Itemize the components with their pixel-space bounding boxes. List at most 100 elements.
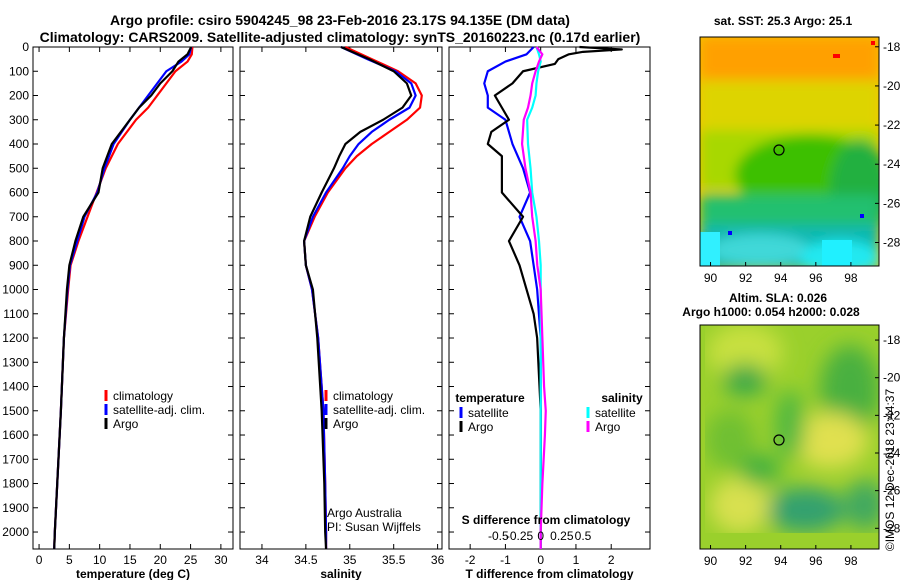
s-tick-label: 0.25: [550, 529, 574, 543]
y-tick-label: 1700: [2, 452, 29, 466]
map-x-tick-label: 98: [844, 271, 858, 285]
x-tick-label: -1: [500, 553, 511, 567]
y-tick-label: 1100: [3, 307, 29, 321]
x-tick-label: 25: [184, 553, 198, 567]
panel-difference: -2 -1 0 1 2T difference from climatology temp…: [448, 45, 651, 580]
y-tick-label: 1800: [2, 477, 29, 491]
map-x-tick-label: 96: [809, 554, 823, 568]
map-y-tick-label: -20: [883, 79, 900, 93]
y-tick-label: 200: [9, 89, 29, 103]
legend-label: satellite: [468, 406, 509, 420]
legend-label: Argo: [468, 420, 494, 434]
map-y-tick-label: -18: [883, 333, 900, 347]
map-y-tick-label: -28: [883, 521, 900, 535]
y-tick-label: 1000: [2, 283, 29, 297]
map-y-tick-label: -24: [883, 446, 900, 460]
y-tick-label: 300: [9, 113, 29, 127]
x-axis-label: temperature (deg C): [76, 567, 190, 580]
sst-map-title: sat. SST: 25.3 Argo: 25.1: [714, 14, 853, 28]
s-axis-label: S difference from climatology: [462, 513, 631, 527]
series-satellite: [53, 46, 193, 550]
map-y-tick-label: -26: [883, 484, 900, 498]
attribution-text: PI: Susan Wijffels: [327, 520, 421, 534]
x-axis-label: T difference from climatology: [465, 567, 633, 580]
s-tick-label: -0.25: [506, 529, 534, 543]
x-tick-label: 0: [537, 553, 544, 567]
legend-label: satellite-adj. clim.: [333, 403, 425, 417]
figure-title-line2: Climatology: CARS2009. Satellite-adjuste…: [39, 29, 641, 45]
x-tick-label: 0: [36, 553, 43, 567]
y-tick-label: 1200: [2, 331, 29, 345]
map-y-tick-label: -18: [883, 40, 900, 54]
y-tick-label: 1400: [2, 380, 29, 394]
y-tick-label: 1600: [2, 428, 29, 442]
series-satellite-t: [483, 46, 542, 549]
x-tick-label: 1: [573, 553, 580, 567]
map-y-tick-label: -24: [883, 157, 900, 171]
panel-salinity: 34 34.5 35 35.5 36 salinity climatologysatelli…: [239, 45, 445, 580]
legend-label: satellite-adj. clim.: [113, 403, 205, 417]
x-tick-label: 35.5: [382, 553, 406, 567]
sla-map-title1: Altim. SLA: 0.026: [729, 291, 827, 305]
map-x-tick-label: 92: [739, 554, 753, 568]
x-tick-label: 15: [123, 553, 137, 567]
map-x-tick-label: 98: [844, 554, 858, 568]
series-climatology: [53, 46, 194, 550]
y-tick-label: 100: [9, 64, 29, 78]
x-tick-label: 5: [66, 553, 73, 567]
s-tick-label: 0.5: [575, 529, 592, 543]
legend-label: Argo: [595, 420, 621, 434]
map-x-tick-label: 90: [704, 271, 718, 285]
legend-label: Argo: [333, 417, 359, 431]
y-tick-label: 1500: [2, 404, 29, 418]
series-argo-t: [486, 45, 623, 549]
map-x-tick-label: 94: [774, 271, 788, 285]
x-tick-label: 34.5: [294, 553, 318, 567]
figure-title-line1: Argo profile: csiro 5904245_98 23-Feb-20…: [110, 12, 570, 28]
map-x-tick-label: 92: [739, 271, 753, 285]
series-satellite: [303, 46, 417, 549]
y-tick-label: 800: [9, 234, 29, 248]
panel-frame: [448, 46, 651, 550]
y-tick-label: 700: [9, 210, 29, 224]
series-argo: [303, 45, 413, 550]
map-y-tick-label: -26: [883, 196, 900, 210]
sst-map-argo-marker: [773, 144, 785, 156]
panel-frame: [239, 46, 443, 550]
x-axis-label: salinity: [320, 567, 362, 580]
sla-map-field: [700, 325, 879, 549]
x-tick-label: 10: [93, 553, 107, 567]
x-tick-label: 20: [154, 553, 168, 567]
y-tick-label: 400: [9, 137, 29, 151]
map-y-tick-label: -22: [883, 408, 900, 422]
y-tick-label: 2000: [2, 525, 29, 539]
panel-temperature: 0100200300400500600700800900100011001200…: [2, 40, 234, 580]
legend-title-temperature: temperature: [455, 391, 525, 405]
y-tick-label: 1300: [2, 355, 29, 369]
sla-map-title2: Argo h1000: 0.054 h2000: 0.028: [682, 305, 860, 319]
y-tick-label: 0: [22, 40, 29, 54]
series-satellite-s: [526, 46, 542, 549]
sst-map-field: [700, 37, 879, 266]
x-tick-label: -2: [465, 553, 476, 567]
x-tick-label: 36: [431, 553, 445, 567]
legend-label: climatology: [113, 389, 173, 403]
map-y-tick-label: -20: [883, 371, 900, 385]
map-x-tick-label: 90: [704, 554, 718, 568]
series-argo: [53, 46, 193, 550]
y-tick-label: 600: [9, 186, 29, 200]
legend-title-salinity: salinity: [601, 391, 643, 405]
sla-map-argo-marker: [773, 434, 785, 446]
legend-label: Argo: [113, 417, 139, 431]
panel-frame: [32, 46, 234, 550]
y-tick-label: 500: [9, 161, 29, 175]
x-tick-label: 35: [343, 553, 357, 567]
s-tick-label: 0: [537, 529, 544, 543]
x-tick-label: 34: [255, 553, 269, 567]
y-tick-label: 1900: [2, 501, 29, 515]
series-climatology: [303, 46, 423, 549]
map-y-tick-label: -28: [883, 236, 900, 250]
map-x-tick-label: 94: [774, 554, 788, 568]
credit-text: ©IMOS 12-Dec-2018 23:44:37: [883, 389, 897, 552]
